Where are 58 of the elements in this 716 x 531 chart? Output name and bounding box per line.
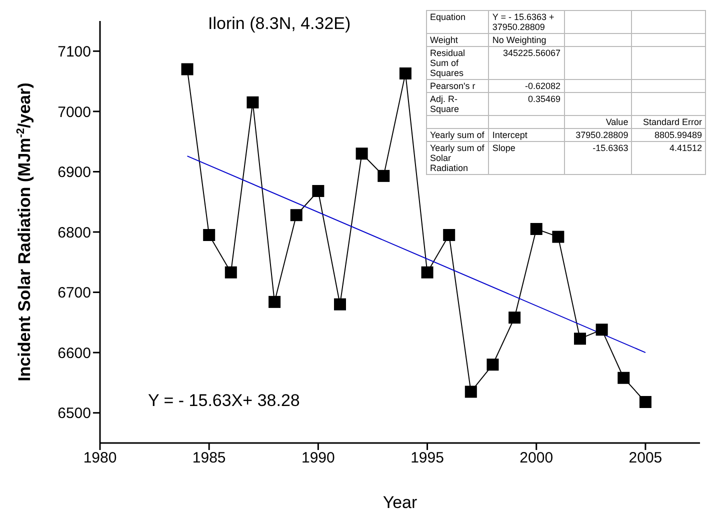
annotation: Y = - 15.63X+ 38.28 — [148, 391, 300, 411]
annotation: -15.6363 — [564, 142, 632, 174]
y-tick-label: 7100 — [58, 43, 91, 60]
point — [421, 266, 434, 278]
annotation: Equation — [426, 10, 489, 34]
point — [246, 96, 259, 108]
x-tick-label: 1990 — [301, 450, 335, 467]
point — [574, 332, 586, 345]
point — [443, 229, 456, 242]
point — [378, 170, 390, 182]
annotation: Intercept — [488, 128, 564, 142]
annotation: Standard Error — [632, 116, 706, 128]
annotation: Pearson's r — [426, 80, 489, 92]
x-tick-label: 1980 — [83, 450, 117, 467]
annotation: 8805.99489 — [632, 128, 706, 142]
annotation: Weight — [426, 34, 489, 46]
point — [181, 63, 194, 76]
point — [356, 148, 368, 160]
y-tick-label: 6600 — [58, 344, 91, 362]
annotation: 345225.56067 — [488, 46, 564, 80]
point — [334, 298, 346, 310]
annotation: Slope — [488, 142, 564, 174]
annotation: 0.35469 — [488, 92, 564, 116]
x-axis-title: Year — [382, 493, 418, 512]
annotation: Yearly sum of Solar Radiation — [426, 142, 489, 174]
point — [552, 230, 564, 243]
annotation: Residual Sum of Squares — [426, 46, 489, 80]
point — [224, 266, 237, 278]
annotation: Value — [564, 116, 632, 128]
point — [596, 324, 608, 336]
annotation: -0.62082 — [488, 80, 564, 92]
x-tick-label: 2000 — [520, 450, 554, 467]
y-tick-label: 7000 — [58, 104, 91, 121]
point — [508, 312, 521, 324]
point — [639, 396, 652, 408]
annotation: No Weighting — [488, 34, 564, 46]
y-tick-label: 6900 — [58, 164, 91, 182]
annotation: Adj. R-Square — [426, 92, 489, 116]
point — [464, 386, 477, 398]
y-tick-label: 6800 — [58, 224, 91, 242]
point — [530, 222, 542, 235]
annotation: Y = - 15.6363 + 37950.28809 — [488, 10, 564, 34]
annotation: 4.41512 — [632, 142, 706, 174]
annotation: 37950.28809 — [564, 128, 632, 142]
point — [399, 67, 412, 80]
chart-title: Ilorin (8.3N, 4.32E) — [208, 14, 351, 34]
x-tick-label: 2005 — [628, 450, 662, 467]
point — [486, 358, 499, 371]
x-tick-label: 1985 — [192, 450, 226, 467]
point — [290, 209, 302, 222]
y-tick-label: 6500 — [58, 405, 91, 422]
y-tick-label: 6700 — [58, 284, 91, 302]
point — [268, 296, 281, 308]
point — [312, 185, 324, 198]
annotation: Yearly sum of — [426, 128, 489, 142]
point — [203, 229, 216, 242]
x-tick-label: 1995 — [410, 450, 444, 467]
point — [618, 372, 630, 384]
